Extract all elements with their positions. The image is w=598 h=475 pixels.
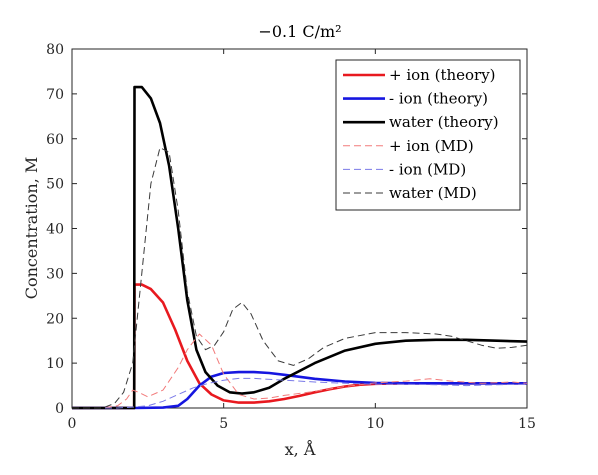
y-tick-label: 70 (46, 87, 64, 103)
legend-label-3: + ion (MD) (389, 137, 474, 155)
x-tick-label: 0 (68, 416, 77, 432)
legend-label-2: water (theory) (389, 113, 499, 131)
y-tick-label: 20 (46, 311, 64, 327)
series-line-5 (72, 147, 528, 409)
x-tick-label: 15 (518, 416, 536, 432)
y-tick-label: 80 (46, 42, 64, 58)
x-tick-label: 10 (366, 416, 384, 432)
y-tick-label: 10 (46, 356, 64, 372)
legend-label-4: - ion (MD) (389, 160, 466, 178)
axis-ticks (71, 48, 528, 409)
y-tick-label: 0 (55, 401, 64, 417)
series-line-2 (72, 85, 528, 410)
tick-labels: 0 5 10 15 0 10 20 30 40 50 60 70 80 (46, 42, 536, 432)
legend-label-1: - ion (theory) (389, 90, 488, 108)
series-line-1 (72, 370, 527, 410)
x-axis-label: x, Å (285, 439, 316, 459)
legend-box (335, 59, 521, 211)
y-tick-label: 30 (46, 266, 64, 282)
legend-label-5: water (MD) (389, 184, 477, 202)
y-tick-label: 40 (46, 222, 64, 238)
y-tick-label: 50 (46, 177, 64, 193)
series-layer (72, 85, 528, 410)
chart-title: −0.1 C/m² (258, 22, 341, 41)
y-axis-label: Concentration, M (22, 157, 41, 300)
y-tick-label: 60 (46, 132, 64, 148)
series-line-4 (72, 377, 528, 409)
legend-label-0: + ion (theory) (389, 66, 496, 84)
legend: + ion (theory) - ion (theory) water (theor… (335, 59, 521, 211)
x-tick-label: 5 (219, 416, 228, 432)
series-line-3 (72, 333, 528, 409)
